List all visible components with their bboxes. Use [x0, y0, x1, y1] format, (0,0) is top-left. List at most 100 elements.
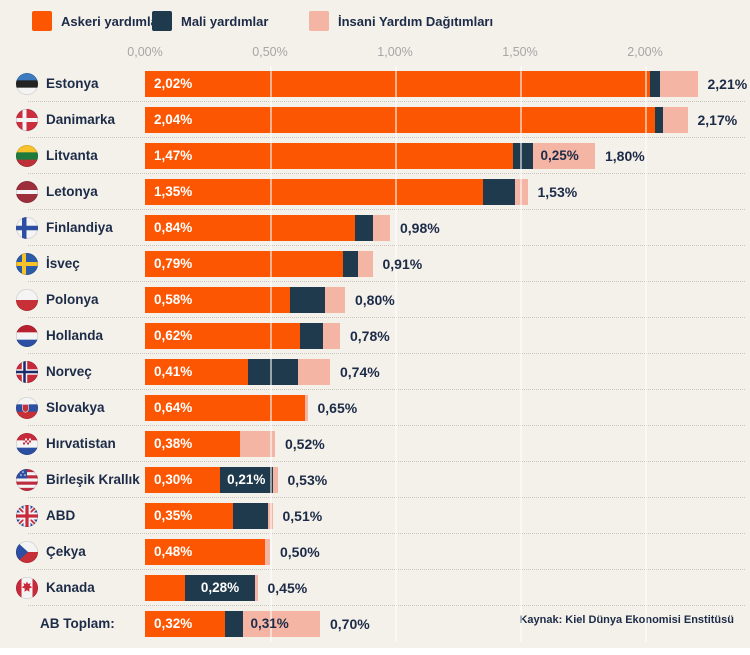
country-label: Slovakya — [46, 400, 105, 415]
country-label: İsveç — [46, 256, 80, 271]
bar-segment-financial — [247, 359, 298, 385]
bar-segment-military — [145, 143, 513, 169]
chart-row: Hırvatistan 0,38% 0,52% — [0, 426, 750, 462]
row-separator — [28, 353, 745, 354]
bar-value-label: 2,04% — [154, 112, 193, 127]
country-label: Litvanta — [46, 148, 98, 163]
isvec-flag-icon — [15, 252, 39, 276]
country-label: Finlandiya — [46, 220, 113, 235]
bar-segment-humanitarian — [322, 323, 340, 349]
row-separator — [28, 101, 745, 102]
chart-row: Çekya 0,48% 0,50% — [0, 534, 750, 570]
bar-segment-military — [145, 179, 483, 205]
bar-segment-humanitarian — [242, 611, 320, 637]
stacked-bar — [145, 323, 340, 349]
row-separator — [28, 533, 745, 534]
bar-segment-military — [145, 539, 265, 565]
chart-row: ABD 0,35% 0,51% — [0, 498, 750, 534]
chart-row: Litvanta 1,47% 0,25% 1,80% — [0, 138, 750, 174]
chart-row: Birleşik Krallık 0,30% 0,21% 0,53% — [0, 462, 750, 498]
bar-segment-military — [145, 323, 300, 349]
bar-segment-military — [145, 287, 290, 313]
total-value-label: 0,65% — [317, 400, 358, 416]
country-label: Hollanda — [46, 328, 104, 343]
stacked-bar — [145, 611, 320, 637]
letonya-flag-icon — [15, 180, 39, 204]
legend-item-military: Askeri yardımlar — [32, 10, 163, 32]
stacked-bar — [145, 71, 698, 97]
total-value-label: 1,53% — [537, 184, 578, 200]
row-separator — [28, 425, 745, 426]
bar-segment-humanitarian — [297, 359, 330, 385]
bar-segment-financial — [355, 215, 373, 241]
stacked-bar — [145, 503, 273, 529]
finlandiya-flag-icon — [15, 216, 39, 240]
chart-row: Kanada 0,28% 0,45% — [0, 570, 750, 606]
bar-segment-humanitarian — [325, 287, 345, 313]
bar-segment-humanitarian — [532, 143, 595, 169]
bar-segment-humanitarian — [305, 395, 308, 421]
total-value-label: 0,78% — [350, 328, 390, 344]
bar-value-label: 0,31% — [250, 616, 289, 631]
bar-segment-humanitarian — [265, 539, 270, 565]
gridline — [395, 66, 397, 642]
legend-swatch-humanitarian-icon — [309, 11, 329, 31]
stacked-bar — [145, 575, 258, 601]
bar-value-label: 2,02% — [154, 76, 193, 91]
bar-value-label: 1,47% — [154, 148, 193, 163]
row-separator — [28, 461, 745, 462]
norvec-flag-icon — [15, 360, 39, 384]
x-axis-tick-label: 0,50% — [252, 45, 288, 59]
hollanda-flag-icon — [15, 324, 39, 348]
chart-row: Hollanda 0,62% 0,78% — [0, 318, 750, 354]
x-axis-tick-label: 1,00% — [377, 45, 413, 59]
country-label: Letonya — [46, 184, 98, 199]
slovakya-flag-icon — [15, 396, 39, 420]
us-flag-icon — [15, 468, 39, 492]
bar-value-label: 0,25% — [540, 148, 579, 163]
x-axis-tick-label: 2,00% — [627, 45, 663, 59]
chart-rows: Estonya 2,02% 2,21% Danimarka 2,04% 2,17% Litv… — [0, 66, 750, 642]
stacked-bar — [145, 179, 528, 205]
x-axis-tick-label: 1,50% — [502, 45, 538, 59]
legend-swatch-military-icon — [32, 11, 52, 31]
total-value-label: 0,70% — [330, 616, 370, 632]
bar-segment-financial — [290, 287, 325, 313]
chart-row: AB Toplam: 0,32% 0,31% 0,70% — [0, 606, 750, 642]
total-value-label: 0,80% — [355, 292, 395, 308]
legend-label: Mali yardımlar — [181, 13, 269, 29]
total-value-label: 0,51% — [282, 508, 323, 524]
row-separator — [28, 245, 745, 246]
cekya-flag-icon — [15, 540, 39, 564]
country-label: ABD — [46, 508, 76, 523]
bar-segment-military — [145, 107, 655, 133]
bar-segment-financial — [232, 503, 268, 529]
polonya-flag-icon — [15, 288, 39, 312]
footer-strip — [0, 648, 750, 655]
bar-value-label: 0,62% — [154, 328, 193, 343]
bar-segment-military — [145, 503, 233, 529]
chart-row: Letonya 1,35% 1,53% — [0, 174, 750, 210]
row-separator — [28, 209, 745, 210]
total-value-label: 0,98% — [400, 220, 440, 236]
total-value-label: 0,74% — [340, 364, 380, 380]
stacked-bar — [145, 467, 278, 493]
bar-segment-military — [145, 467, 220, 493]
gridline — [645, 66, 647, 642]
bar-segment-financial — [225, 611, 243, 637]
bar-value-label: 0,41% — [154, 364, 193, 379]
source-credit: Kaynak: Kiel Dünya Ekonomisi Enstitüsü — [519, 614, 734, 626]
row-separator — [28, 569, 745, 570]
row-separator — [28, 497, 745, 498]
stacked-bar — [145, 143, 595, 169]
bar-segment-military — [145, 395, 305, 421]
chart-row: İsveç 0,79% 0,91% — [0, 246, 750, 282]
bar-value-label: 0,84% — [154, 220, 193, 235]
estonya-flag-icon — [15, 72, 39, 96]
bar-segment-financial — [185, 575, 255, 601]
stacked-bar — [145, 215, 390, 241]
bar-segment-military — [145, 215, 355, 241]
stacked-bar — [145, 431, 275, 457]
bar-segment-financial — [342, 251, 358, 277]
